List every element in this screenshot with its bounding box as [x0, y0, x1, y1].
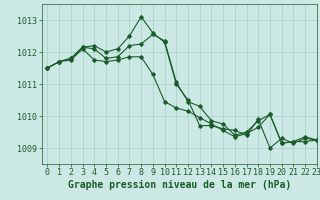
X-axis label: Graphe pression niveau de la mer (hPa): Graphe pression niveau de la mer (hPa) — [68, 180, 291, 190]
